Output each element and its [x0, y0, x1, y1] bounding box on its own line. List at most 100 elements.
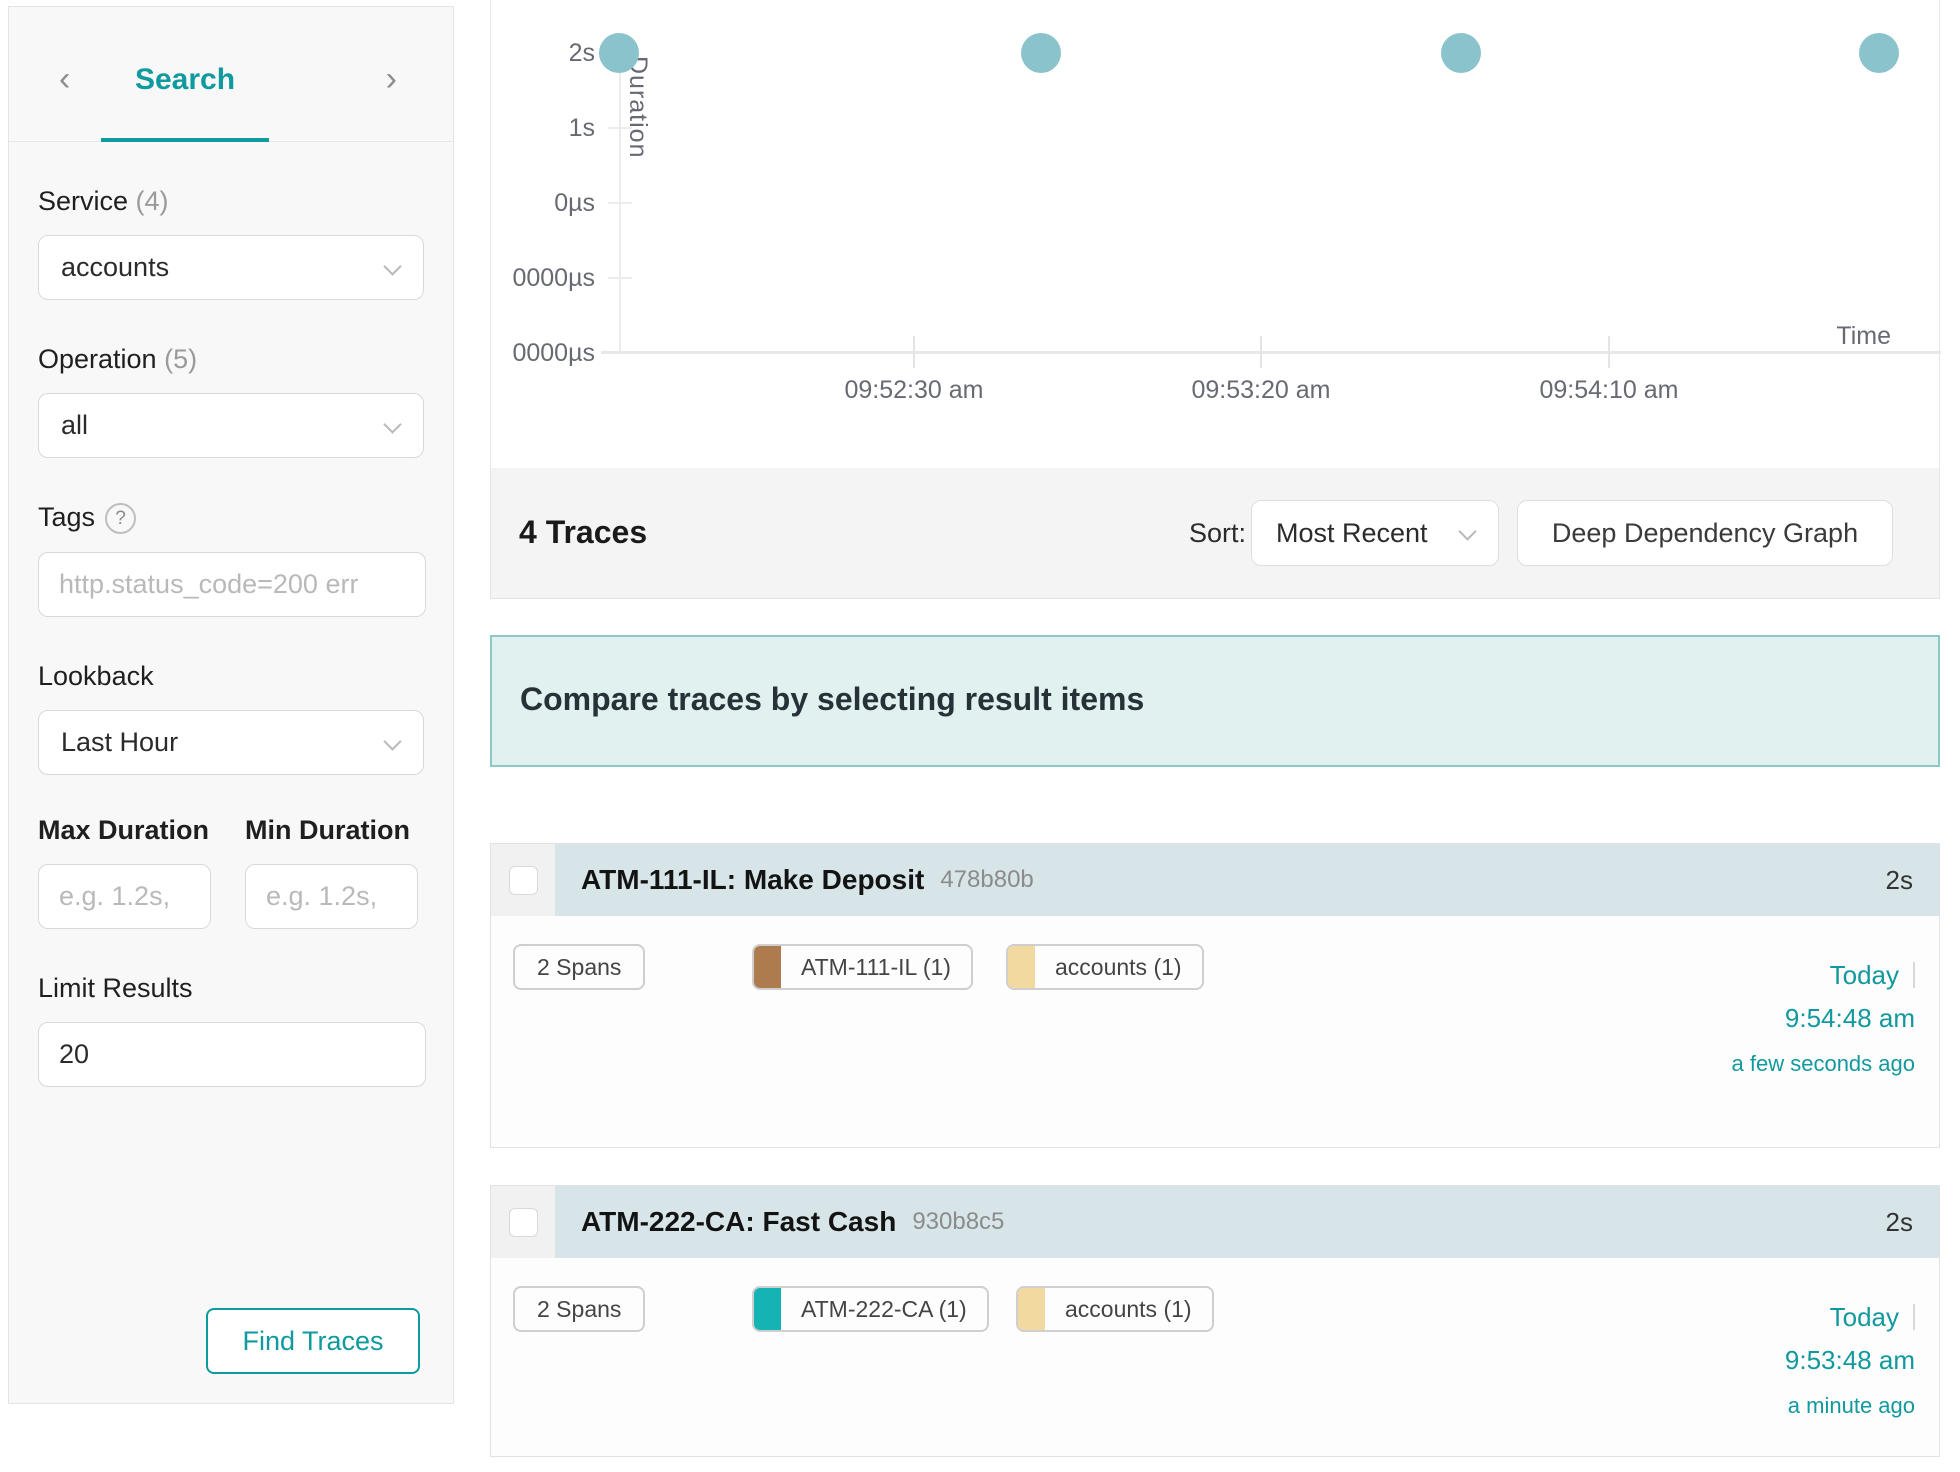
- scatter-point[interactable]: [599, 33, 639, 73]
- chevron-down-icon: [383, 415, 402, 434]
- lookback-select-value: Last Hour: [61, 727, 179, 757]
- chevron-down-icon: [1458, 522, 1477, 541]
- y-axis-title: Duration: [624, 56, 652, 159]
- tab-search[interactable]: Search: [134, 63, 236, 96]
- service-tag: ATM-222-CA (1): [752, 1286, 989, 1332]
- min-duration-input[interactable]: [245, 864, 418, 929]
- prev-arrow-icon[interactable]: ‹: [59, 60, 71, 98]
- checkbox-column: [491, 844, 555, 916]
- search-sidebar: ‹ Search › Service (4) accounts Operatio…: [8, 6, 454, 1404]
- trace-id: 478b80b: [940, 866, 1034, 893]
- limit-results-input[interactable]: [38, 1022, 426, 1087]
- trace-relative-time: a minute ago: [1787, 1393, 1915, 1418]
- lookback-label: Lookback: [38, 661, 154, 691]
- service-tag: accounts (1): [1016, 1286, 1214, 1332]
- trace-card-header[interactable]: ATM-222-CA: Fast Cash 930b8c5 2s: [491, 1186, 1939, 1258]
- trace-relative-time: a few seconds ago: [1731, 1051, 1915, 1076]
- scatter-point[interactable]: [1859, 33, 1899, 73]
- limit-results-label: Limit Results: [38, 973, 193, 1003]
- trace-duration: 2s: [1885, 864, 1913, 895]
- y-tick: [608, 202, 632, 204]
- y-tick-label: 2s: [568, 39, 595, 67]
- service-tag-label: accounts (1): [1055, 954, 1182, 980]
- y-tick-label: 1s: [568, 114, 595, 142]
- trace-card-header[interactable]: ATM-111-IL: Make Deposit 478b80b 2s: [491, 844, 1939, 916]
- x-tick-label: 09:53:20 am: [1191, 376, 1331, 404]
- sort-label: Sort:: [1189, 518, 1247, 548]
- checkbox-column: [491, 1186, 555, 1258]
- trace-select-checkbox[interactable]: [508, 865, 538, 895]
- help-icon[interactable]: ?: [105, 503, 137, 534]
- service-color-swatch: [1018, 1288, 1045, 1330]
- service-tag-label: ATM-222-CA (1): [801, 1296, 967, 1322]
- x-axis-line: [601, 351, 1941, 354]
- scatter-point[interactable]: [1441, 33, 1481, 73]
- service-color-swatch: [1008, 946, 1035, 988]
- y-tick-label: 0µs: [554, 189, 595, 217]
- service-select-value: accounts: [61, 252, 170, 282]
- trace-title[interactable]: ATM-111-IL: Make Deposit: [581, 864, 925, 895]
- service-count: (4): [135, 186, 169, 216]
- y-tick-label: 0000µs: [512, 339, 595, 367]
- compare-banner: Compare traces by selecting result items: [490, 635, 1940, 767]
- sort-select-value: Most Recent: [1276, 518, 1428, 548]
- lookback-select[interactable]: Last Hour: [38, 710, 424, 775]
- chevron-down-icon: [383, 257, 402, 276]
- sort-select[interactable]: Most Recent: [1251, 500, 1499, 566]
- time-divider: [1913, 962, 1915, 988]
- x-axis-title: Time: [1836, 322, 1891, 350]
- x-tick-label: 09:52:30 am: [844, 376, 984, 404]
- trace-result-card: ATM-222-CA: Fast Cash 930b8c5 2s 2 Spans…: [490, 1185, 1940, 1457]
- service-tag-label: accounts (1): [1065, 1296, 1192, 1322]
- next-arrow-icon[interactable]: ›: [385, 60, 397, 98]
- find-traces-button[interactable]: Find Traces: [206, 1308, 420, 1374]
- tags-label: Tags?: [38, 502, 453, 534]
- min-duration-label: Min Duration: [245, 815, 410, 845]
- trace-timestamp: Today 9:53:48 am a minute ago: [1685, 1302, 1915, 1422]
- trace-select-checkbox[interactable]: [508, 1207, 538, 1237]
- trace-clock: 9:53:48 am: [1784, 1345, 1915, 1375]
- operation-count: (5): [164, 344, 198, 374]
- service-color-swatch: [754, 946, 781, 988]
- sidebar-nav: ‹ Search ›: [9, 59, 453, 105]
- y-tick-label: 0000µs: [512, 264, 595, 292]
- y-tick: [608, 127, 632, 129]
- trace-duration: 2s: [1885, 1206, 1913, 1237]
- max-duration-input[interactable]: [38, 864, 211, 929]
- results-bar: 4 Traces Sort: Most Recent Deep Dependen…: [490, 468, 1940, 599]
- x-tick: [913, 336, 915, 368]
- tab-underline: [9, 138, 453, 142]
- operation-label: Operation (5): [38, 344, 198, 374]
- trace-count: 4 Traces: [519, 514, 648, 550]
- span-count-pill: 2 Spans: [513, 1286, 646, 1332]
- service-tag: accounts (1): [1006, 944, 1204, 990]
- service-select[interactable]: accounts: [38, 235, 424, 300]
- chevron-down-icon: [383, 732, 402, 751]
- service-color-swatch: [754, 1288, 781, 1330]
- trace-clock: 9:54:48 am: [1784, 1003, 1915, 1033]
- compare-banner-text: Compare traces by selecting result items: [520, 681, 1145, 717]
- service-tag: ATM-111-IL (1): [752, 944, 973, 990]
- trace-id: 930b8c5: [912, 1208, 1005, 1235]
- y-axis-line: [619, 40, 621, 354]
- span-count-pill: 2 Spans: [513, 944, 646, 990]
- deep-dependency-graph-button[interactable]: Deep Dependency Graph: [1517, 500, 1893, 566]
- trace-title[interactable]: ATM-222-CA: Fast Cash: [581, 1206, 897, 1237]
- y-tick: [608, 277, 632, 279]
- trace-day: Today: [1829, 960, 1899, 990]
- trace-result-card: ATM-111-IL: Make Deposit 478b80b 2s 2 Sp…: [490, 843, 1940, 1148]
- service-label: Service (4): [38, 186, 169, 216]
- duration-scatter-chart: 2s 1s 0µs 0000µs 0000µs Duration 09:52:3…: [490, 0, 1941, 468]
- operation-select-value: all: [61, 410, 89, 440]
- max-duration-label: Max Duration: [38, 815, 210, 845]
- time-divider: [1913, 1304, 1915, 1330]
- x-tick: [1608, 336, 1610, 368]
- scatter-point[interactable]: [1021, 33, 1061, 73]
- x-tick-label: 09:54:10 am: [1539, 376, 1679, 404]
- service-tag-label: ATM-111-IL (1): [801, 954, 951, 980]
- tags-input[interactable]: [38, 552, 426, 617]
- operation-select[interactable]: all: [38, 393, 424, 458]
- trace-day: Today: [1829, 1302, 1899, 1332]
- trace-timestamp: Today 9:54:48 am a few seconds ago: [1685, 960, 1915, 1080]
- x-tick: [1260, 336, 1262, 368]
